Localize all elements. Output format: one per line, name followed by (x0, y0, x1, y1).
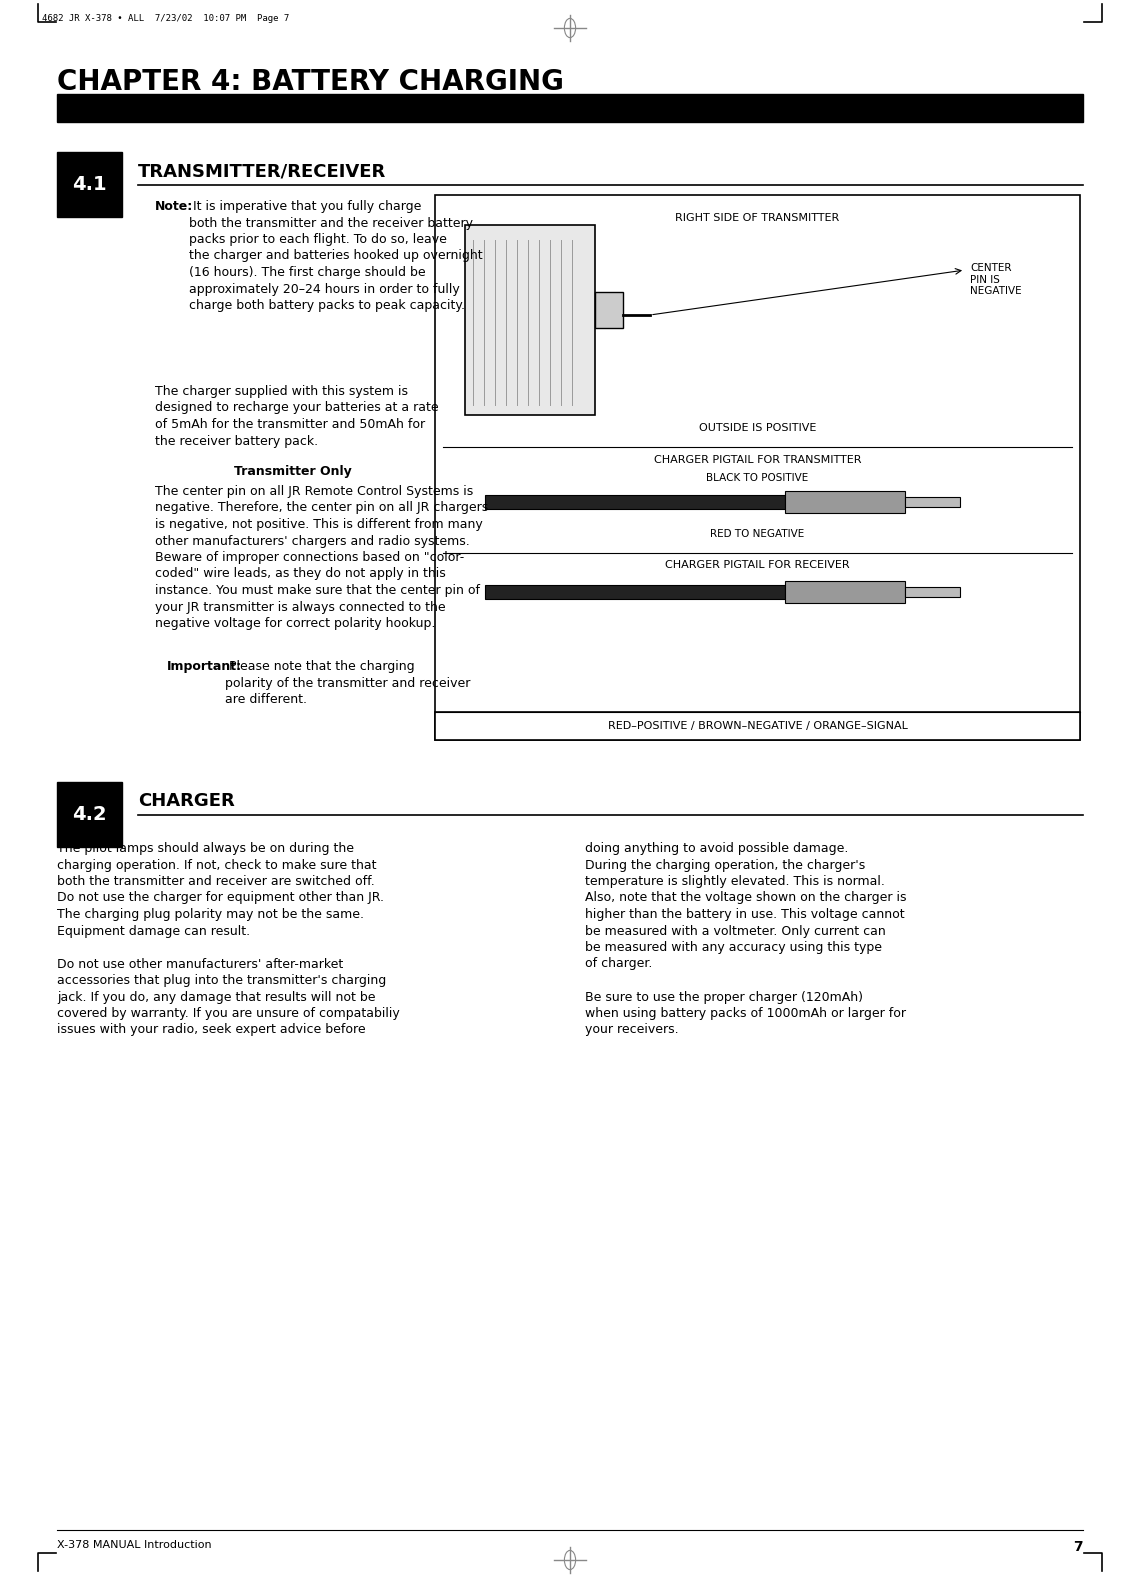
Text: The center pin on all JR Remote Control Systems is
negative. Therefore, the cent: The center pin on all JR Remote Control … (155, 485, 488, 630)
Text: TRANSMITTER/RECEIVER: TRANSMITTER/RECEIVER (138, 162, 386, 180)
Bar (57, 153, 122, 217)
Bar (435, 712, 1080, 740)
Text: Important:: Important: (166, 660, 242, 673)
Text: CHARGER: CHARGER (138, 792, 235, 810)
Bar (435, 195, 1080, 740)
Text: CHARGER PIGTAIL FOR RECEIVER: CHARGER PIGTAIL FOR RECEIVER (665, 561, 849, 570)
Text: 4.2: 4.2 (72, 805, 107, 824)
Text: RIGHT SIDE OF TRANSMITTER: RIGHT SIDE OF TRANSMITTER (675, 213, 840, 224)
Bar (57, 783, 122, 847)
Bar (595, 291, 622, 328)
Text: 4.1: 4.1 (72, 175, 107, 194)
Bar (57, 94, 1083, 121)
Text: Note:: Note: (155, 200, 194, 213)
Bar (484, 495, 785, 509)
Text: 7: 7 (1074, 1540, 1083, 1555)
Bar (465, 225, 595, 414)
Text: BLACK TO POSITIVE: BLACK TO POSITIVE (707, 472, 808, 484)
Text: CENTER
PIN IS
NEGATIVE: CENTER PIN IS NEGATIVE (970, 263, 1021, 296)
Text: CHARGER PIGTAIL FOR TRANSMITTER: CHARGER PIGTAIL FOR TRANSMITTER (653, 455, 861, 465)
Text: Please note that the charging
polarity of the transmitter and receiver
are diffe: Please note that the charging polarity o… (225, 660, 471, 706)
Text: Transmitter Only: Transmitter Only (234, 465, 351, 477)
Text: X-378 MANUAL Introduction: X-378 MANUAL Introduction (57, 1540, 212, 1550)
Text: The pilot lamps should always be on during the
charging operation. If not, check: The pilot lamps should always be on duri… (57, 843, 400, 1036)
Text: CHAPTER 4: BATTERY CHARGING: CHAPTER 4: BATTERY CHARGING (57, 68, 564, 96)
Bar (785, 491, 905, 513)
Text: RED–POSITIVE / BROWN–NEGATIVE / ORANGE–SIGNAL: RED–POSITIVE / BROWN–NEGATIVE / ORANGE–S… (608, 721, 907, 731)
Text: doing anything to avoid possible damage.
During the charging operation, the char: doing anything to avoid possible damage.… (585, 843, 906, 1036)
Bar (905, 498, 960, 507)
Text: It is imperative that you fully charge
both the transmitter and the receiver bat: It is imperative that you fully charge b… (189, 200, 482, 312)
Text: 4682 JR X-378 • ALL  7/23/02  10:07 PM  Page 7: 4682 JR X-378 • ALL 7/23/02 10:07 PM Pag… (42, 14, 290, 24)
Bar (484, 584, 785, 599)
Text: OUTSIDE IS POSITIVE: OUTSIDE IS POSITIVE (699, 424, 816, 433)
Bar (785, 581, 905, 603)
Text: The charger supplied with this system is
designed to recharge your batteries at : The charger supplied with this system is… (155, 384, 439, 447)
Bar (905, 587, 960, 597)
Text: RED TO NEGATIVE: RED TO NEGATIVE (710, 529, 805, 539)
